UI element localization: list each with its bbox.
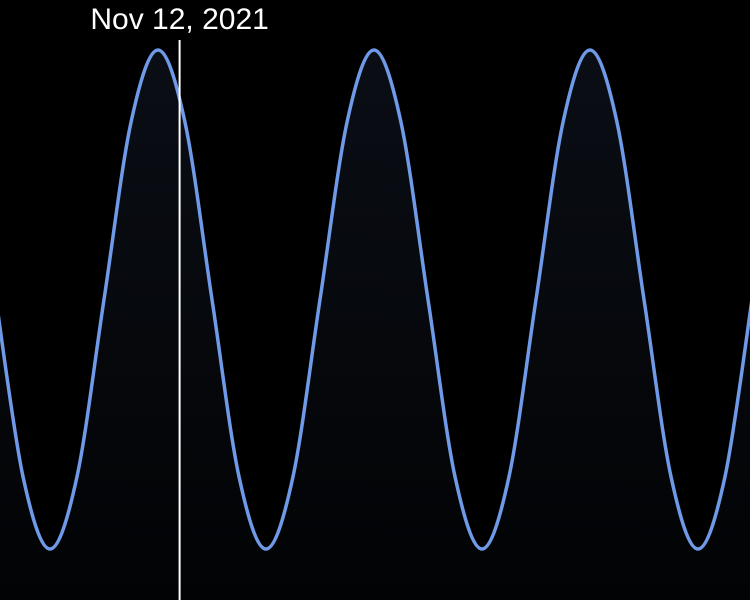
cursor-label: Nov 12, 2021: [90, 3, 268, 36]
line: [0, 48, 750, 551]
area: [0, 50, 750, 600]
